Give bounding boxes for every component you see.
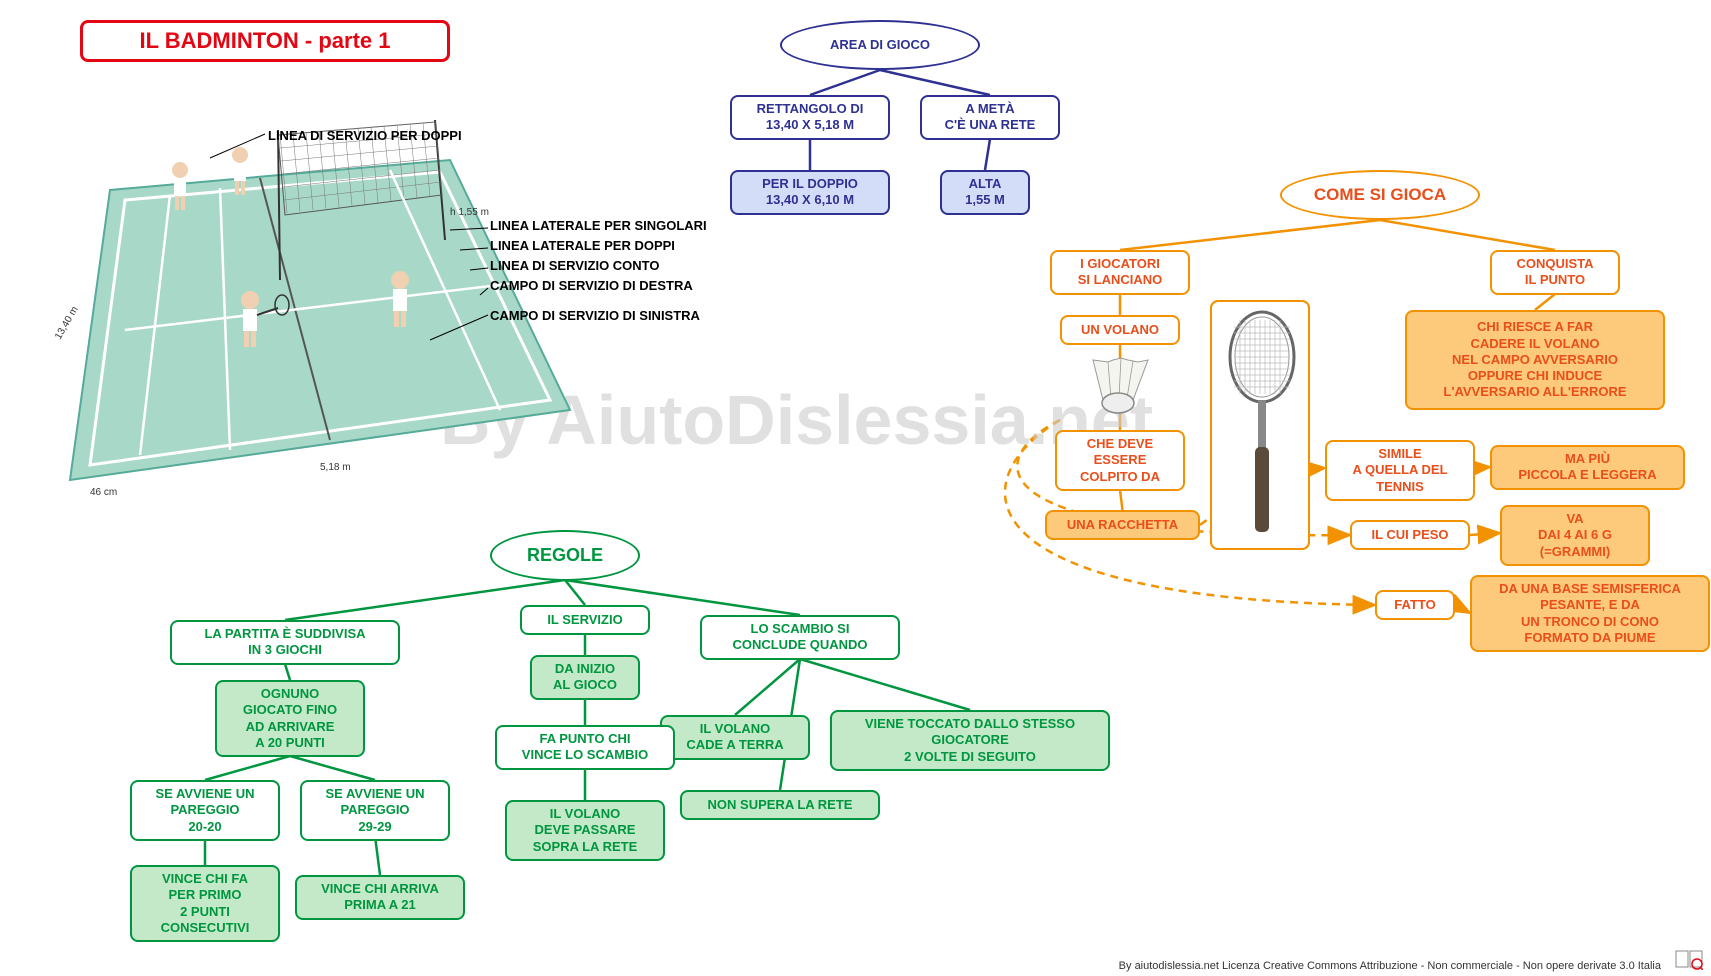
come-si-gioca-n5: CHE DEVE ESSERE COLPITO DA [1055,430,1185,491]
come-si-gioca-n8: MA PIÙ PICCOLA E LEGGERA [1490,445,1685,490]
regole-n12: VINCE CHI FA PER PRIMO 2 PUNTI CONSECUTI… [130,865,280,942]
regole-n14: IL VOLANO DEVE PASSARE SOPRA LA RETE [505,800,665,861]
come-si-gioca-n6: UNA RACCHETTA [1045,510,1200,540]
regole-n1: LA PARTITA È SUDDIVISA IN 3 GIOCHI [170,620,400,665]
area-gioco-n4: ALTA 1,55 M [940,170,1030,215]
area-gioco-root: AREA DI GIOCO [780,20,980,70]
page-title: IL BADMINTON - parte 1 [80,20,450,62]
court-label-1: LINEA LATERALE PER SINGOLARI [490,218,707,233]
regole-root: REGOLE [490,530,640,581]
come-si-gioca-n3: UN VOLANO [1060,315,1180,345]
court-label-2: LINEA LATERALE PER DOPPI [490,238,675,253]
regole-n13: VINCE CHI ARRIVA PRIMA A 21 [295,875,465,920]
volano-illustration [1083,350,1158,415]
svg-text:h 1,55 m: h 1,55 m [450,207,489,218]
regole-n8: SE AVVIENE UN PAREGGIO 20-20 [130,780,280,841]
regole-n6: IL VOLANO CADE A TERRA [660,715,810,760]
court-label-3: LINEA DI SERVIZIO CONTO [490,258,660,273]
come-si-gioca-n11: FATTO [1375,590,1455,620]
come-si-gioca-n4: CHI RIESCE A FAR CADERE IL VOLANO NEL CA… [1405,310,1665,410]
regole-n3: LO SCAMBIO SI CONCLUDE QUANDO [700,615,900,660]
come-si-gioca-root: COME SI GIOCA [1280,170,1480,220]
regole-n2: IL SERVIZIO [520,605,650,635]
svg-text:5,18 m: 5,18 m [320,462,351,473]
come-si-gioca-n7: SIMILE A QUELLA DEL TENNIS [1325,440,1475,501]
book-icon [1675,948,1703,970]
court-label-5: CAMPO DI SERVIZIO DI SINISTRA [490,308,700,323]
come-si-gioca-n2: CONQUISTA IL PUNTO [1490,250,1620,295]
regole-n10: FA PUNTO CHI VINCE LO SCAMBIO [495,725,675,770]
come-si-gioca-n12: DA UNA BASE SEMISFERICA PESANTE, E DA UN… [1470,575,1710,652]
area-gioco-n3: PER IL DOPPIO 13,40 X 6,10 M [730,170,890,215]
svg-text:46 cm: 46 cm [90,487,117,498]
regole-n7: VIENE TOCCATO DALLO STESSO GIOCATORE 2 V… [830,710,1110,771]
regole-n4: OGNUNO GIOCATO FINO AD ARRIVARE A 20 PUN… [215,680,365,757]
regole-n9: SE AVVIENE UN PAREGGIO 29-29 [300,780,450,841]
court-illustration: 5,18 m 13,40 m h 1,55 m 46 cm [30,100,590,500]
court-label-4: CAMPO DI SERVIZIO DI DESTRA [490,278,693,293]
come-si-gioca-n9: IL CUI PESO [1350,520,1470,550]
come-si-gioca-n10: VA DAI 4 AI 6 G (=GRAMMI) [1500,505,1650,566]
regole-n5: DA INIZIO AL GIOCO [530,655,640,700]
area-gioco-n2: A METÀ C'È UNA RETE [920,95,1060,140]
regole-n11: NON SUPERA LA RETE [680,790,880,820]
svg-text:13,40 m: 13,40 m [53,305,81,342]
area-gioco-n1: RETTANGOLO DI 13,40 X 5,18 M [730,95,890,140]
come-si-gioca-racket_box [1210,300,1310,550]
footer-attribution: By aiutodislessia.net Licenza Creative C… [1119,960,1661,972]
court-label-0: LINEA DI SERVIZIO PER DOPPI [268,128,462,143]
come-si-gioca-n1: I GIOCATORI SI LANCIANO [1050,250,1190,295]
